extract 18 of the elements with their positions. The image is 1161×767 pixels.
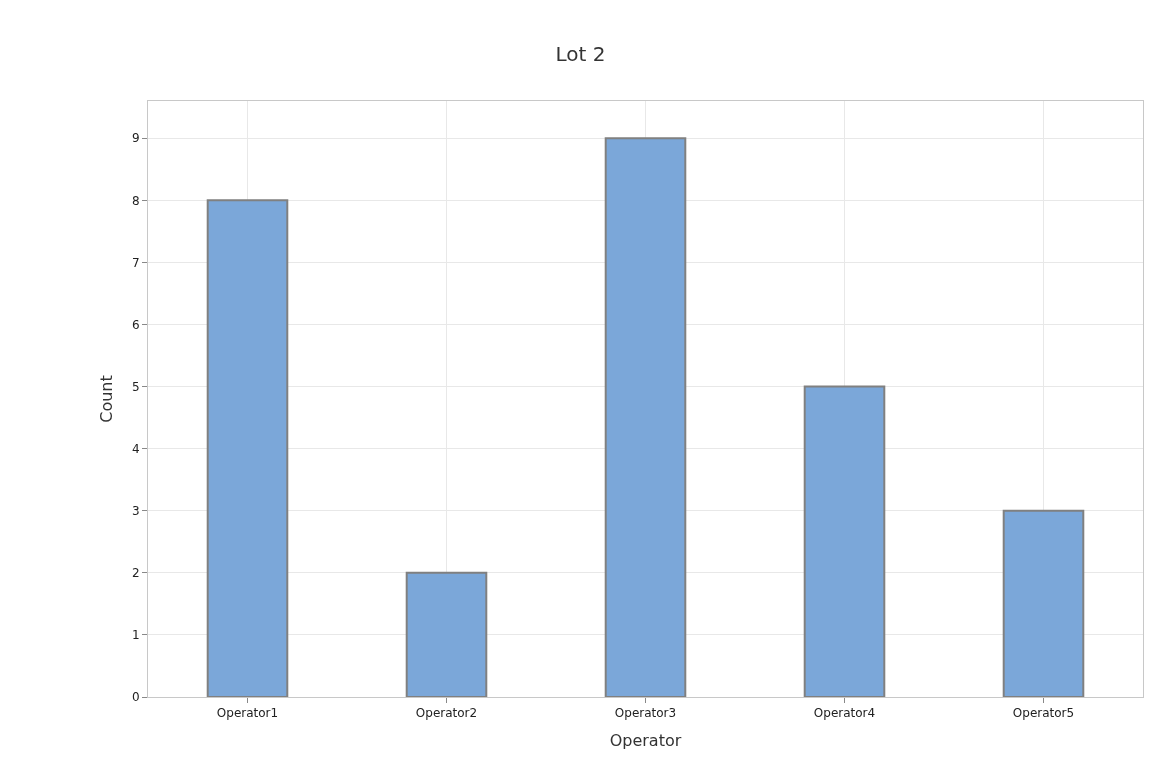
- chart-title: Lot 2: [555, 41, 606, 66]
- y-tick-label: 9: [131, 131, 140, 146]
- y-tick-label: 5: [131, 379, 140, 394]
- y-tick-label: 2: [131, 566, 140, 581]
- y-tick-label: 8: [131, 193, 140, 208]
- x-tick-label: Operator5: [1012, 706, 1075, 721]
- y-axis-title: Count: [96, 375, 116, 423]
- x-tick-label: Operator4: [813, 706, 876, 721]
- y-tick-label: 0: [131, 690, 140, 705]
- x-tick-label: Operator3: [614, 706, 677, 721]
- y-tick-label: 1: [131, 628, 140, 643]
- x-tick-label: Operator1: [216, 706, 279, 721]
- y-tick-label: 6: [131, 317, 140, 332]
- y-tick-label: 3: [131, 503, 140, 518]
- x-axis-title: Operator: [609, 731, 682, 751]
- y-tick-label: 4: [131, 441, 140, 456]
- x-tick-label: Operator2: [415, 706, 478, 721]
- y-tick-label: 7: [131, 255, 140, 270]
